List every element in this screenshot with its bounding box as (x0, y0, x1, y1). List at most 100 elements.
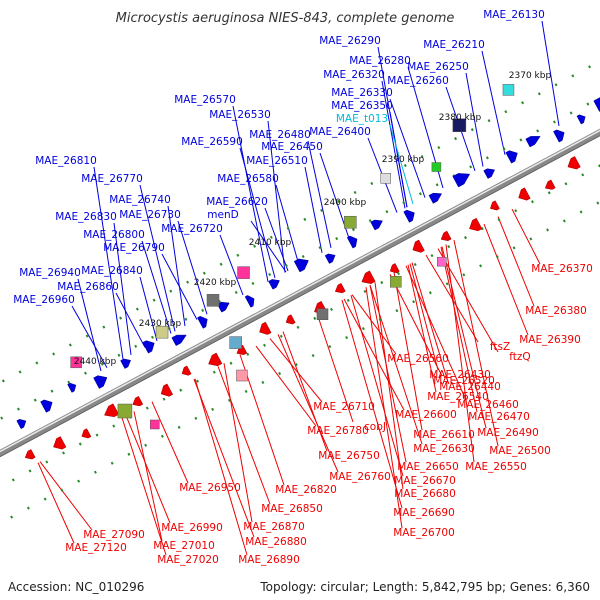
leader-line (239, 147, 276, 279)
gene-label: MAE_26710 (313, 401, 375, 413)
leader-line (151, 401, 189, 484)
gene-label: MAE_26700 (393, 527, 455, 539)
reverse-gene-arrow (285, 314, 296, 325)
gene-label: MAE_26380 (525, 305, 587, 317)
gene-label: MAE_26390 (519, 334, 581, 346)
kbp-tick-label: 2420 kbp (194, 278, 237, 288)
leader-line (125, 415, 171, 524)
gene-label: MAE_27090 (83, 529, 145, 541)
forward-gene-arrow (346, 235, 358, 249)
rna-feature-box (150, 419, 160, 430)
leader-line (223, 363, 253, 523)
leader-line (264, 207, 289, 272)
leader-line (411, 262, 449, 383)
gene-label: MAE_26500 (489, 445, 551, 457)
genome-backbone (0, 128, 600, 458)
reverse-gene-arrow (469, 217, 483, 232)
forward-gene-arrow (67, 382, 77, 393)
leader-line (437, 248, 499, 353)
backbone-highlight (0, 129, 600, 453)
gene-label: MAE_26740 (109, 194, 171, 206)
forward-gene-arrow (120, 358, 131, 369)
gene-label: MAE_26520 (433, 375, 495, 387)
gene-label: MAE_26960 (13, 294, 75, 306)
gene-label: MAE_26870 (243, 521, 305, 533)
reverse-gene-arrow (518, 187, 531, 201)
leader-line (407, 264, 437, 393)
gene-label: MAE_26950 (179, 482, 241, 494)
rna-feature-box (344, 215, 357, 229)
leader-line (405, 265, 467, 401)
forward-gene-arrow (217, 301, 230, 313)
gene-label: MAE_26330 (331, 87, 393, 99)
gene-label: MAE_26250 (407, 61, 469, 73)
forward-gene-arrow (428, 192, 443, 204)
kbp-tick-label: 2370 kbp (509, 71, 552, 81)
kbp-tick-label: 2430 kbp (139, 319, 182, 329)
gene-label: MAE_26800 (83, 229, 145, 241)
forward-gene-arrow (452, 173, 471, 188)
leader-line (409, 263, 439, 371)
gene-label: MAE_26570 (174, 94, 236, 106)
rna-feature-box (117, 403, 133, 419)
forward-gene-arrow (244, 295, 255, 308)
leader-line (161, 253, 198, 320)
gene-labels: MAE_26130MAE_26210MAE_26290MAE_26280MAE_… (13, 9, 593, 566)
gene-label: ftsZ (490, 341, 510, 353)
reverse-gene-arrow (160, 383, 174, 397)
leader-line (497, 216, 535, 307)
gene-label: MAE_26580 (217, 173, 279, 185)
leader-line (341, 299, 403, 509)
gene-label: MAE_26670 (394, 475, 456, 487)
forward-gene-arrow (370, 219, 383, 231)
reverse-gene-arrow (544, 179, 556, 190)
forward-gene-arrow (268, 279, 280, 290)
gene-label: ftzQ (509, 351, 530, 363)
gene-label: MAE_26490 (477, 427, 539, 439)
forward-gene-arrow (483, 168, 495, 179)
kbp-tick-label: 2400 kbp (324, 198, 367, 208)
gene-label: MAE_26440 (439, 381, 501, 393)
reverse-gene-arrow (490, 200, 500, 211)
gene-label: MAE_26430 (429, 369, 491, 381)
reverse-gene-arrow (24, 449, 36, 460)
gene-label: MAE_26290 (319, 35, 381, 47)
rna-feature-box (206, 294, 220, 307)
reverse-gene-arrow (53, 436, 67, 450)
leader-line (481, 50, 506, 155)
leader-line (381, 80, 406, 209)
gene-label: MAE_26530 (209, 109, 271, 121)
forward-gene-arrow (197, 315, 208, 329)
gene-label: MAE_26810 (35, 155, 97, 167)
leader-line (141, 240, 172, 334)
gene-label: MAE_t013 (336, 113, 388, 125)
gene-label: MAE_26210 (423, 39, 485, 51)
kbp-tick-label: 2410 kbp (249, 238, 292, 248)
gene-label: MAE_26940 (19, 267, 81, 279)
gene-label: MAE_26730 (119, 209, 181, 221)
gene-label: MAE_26790 (103, 242, 165, 254)
leader-line (39, 461, 93, 531)
gene-label: MAE_26760 (329, 471, 391, 483)
forward-gene-arrow (142, 340, 155, 354)
leader-line (269, 338, 323, 403)
leader-line (393, 272, 423, 431)
leader-line (121, 417, 167, 556)
leader-line (307, 140, 332, 249)
kbp-tick-label: 2380 kbp (439, 113, 482, 123)
gene-label: MAE_26630 (413, 443, 475, 455)
leader-line (139, 276, 158, 342)
reverse-gene-arrow (361, 270, 376, 284)
rna-feature-box (70, 356, 82, 369)
leader-line (374, 282, 404, 490)
leader-line (167, 205, 186, 327)
rna-feature-box (316, 308, 329, 320)
gene-label: MAE_26260 (387, 75, 449, 87)
gene-label: MAE_26280 (349, 55, 411, 67)
gene-label: MAE_26840 (81, 265, 143, 277)
reverse-gene-arrow (567, 156, 581, 170)
leader-line (389, 111, 408, 208)
leader-line (194, 378, 248, 556)
gene-label: MAE_26550 (465, 461, 527, 473)
